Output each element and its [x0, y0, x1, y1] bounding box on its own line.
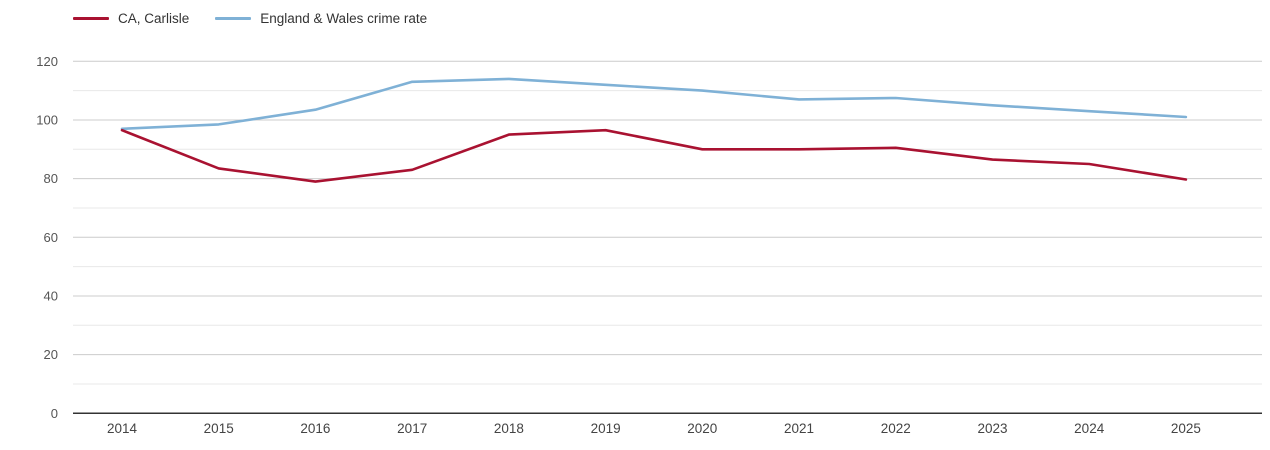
x-tick-label: 2016 — [300, 421, 330, 436]
y-tick-label: 0 — [51, 406, 58, 421]
x-tick-label: 2015 — [204, 421, 234, 436]
x-tick-label: 2023 — [977, 421, 1007, 436]
legend-label-carlisle: CA, Carlisle — [118, 11, 190, 26]
legend-swatch-carlisle-icon — [73, 17, 109, 21]
y-tick-label: 100 — [36, 113, 58, 128]
legend-item-carlisle[interactable]: CA, Carlisle — [73, 12, 189, 26]
legend-label-england-wales: England & Wales crime rate — [260, 11, 428, 26]
y-tick-label: 20 — [44, 347, 58, 362]
series-line-england-wales[interactable] — [120, 77, 1188, 131]
y-tick-label: 40 — [44, 289, 58, 304]
x-tick-label: 2024 — [1074, 421, 1105, 436]
chart-legend: CA, Carlisle England & Wales crime rate — [73, 12, 427, 26]
y-tick-label: 60 — [44, 230, 58, 245]
x-tick-label: 2021 — [784, 421, 814, 436]
legend-swatch-england-wales-icon — [215, 17, 252, 21]
x-tick-label: 2014 — [107, 421, 138, 436]
x-tick-label: 2022 — [881, 421, 911, 436]
x-tick-label: 2019 — [591, 421, 621, 436]
x-tick-label: 2018 — [494, 421, 524, 436]
series-line-carlisle[interactable] — [120, 128, 1188, 183]
x-tick-label: 2025 — [1171, 421, 1201, 436]
legend-item-england-wales[interactable]: England & Wales crime rate — [215, 12, 427, 26]
x-tick-label: 2020 — [687, 421, 717, 436]
x-tick-label: 2017 — [397, 421, 427, 436]
y-tick-label: 80 — [44, 171, 58, 186]
y-tick-label: 120 — [36, 54, 58, 69]
